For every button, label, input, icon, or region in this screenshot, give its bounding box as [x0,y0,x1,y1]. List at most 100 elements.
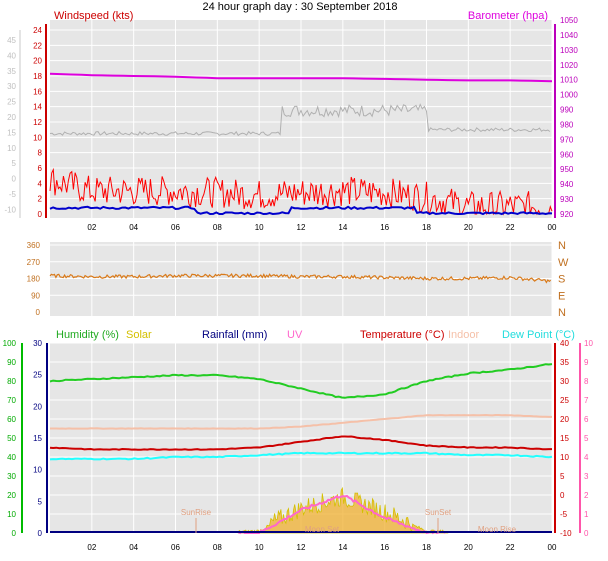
temp-tick: 10 [560,453,569,462]
temp-tick: -5 [560,510,568,519]
x-tick-label: 00 [548,543,557,552]
x-tick-label: 04 [129,223,138,232]
baro-tick: 1030 [560,46,578,55]
x-tick-label: 00 [548,223,557,232]
wind-outer-tick: -5 [9,190,17,199]
x-tick-label: 02 [87,223,96,232]
wind-inner-tick: 18 [33,72,42,81]
barometer-line [49,72,553,83]
x-tick-label: 22 [506,223,515,232]
temp-tick: 40 [560,339,569,348]
wind-outer-tick: 25 [7,98,16,107]
x-tick-label: 16 [380,223,389,232]
x-tick-label: 06 [171,543,180,552]
wind-series [49,72,553,216]
wind-outer-tick: 10 [7,144,16,153]
wind-inner-tick: 2 [38,195,43,204]
wind-outer-tick: 35 [7,67,16,76]
uv-tick: 6 [584,415,589,424]
rain-tick: 30 [33,339,42,348]
baro-tick: 1050 [560,16,578,25]
wind-inner-tick: 12 [33,118,42,127]
direction-tick: 270 [27,258,41,267]
x-tick-label: 22 [506,543,515,552]
lower-series [49,363,553,535]
chart-title: 24 hour graph day : 30 September 2018 [202,1,397,13]
x-tick-label: 20 [464,543,473,552]
direction-grid [50,242,553,316]
rainfall-label: Rainfall (mm) [202,329,267,341]
temp-tick: 5 [560,472,565,481]
wind-inner-tick: 4 [38,179,43,188]
x-tick-label: 10 [255,543,264,552]
humidity-label: Humidity (%) [56,329,119,341]
baro-tick: 990 [560,106,574,115]
wind-outer-tick: 45 [7,36,16,45]
wind-outer-tick: 30 [7,82,16,91]
x-tick-label: 06 [171,223,180,232]
x-tick-label: 20 [464,223,473,232]
wind-inner-tick: 10 [33,133,42,142]
wind-outer-tick: 40 [7,51,16,60]
wind-inner-tick: 20 [33,57,42,66]
uv-tick: 10 [584,339,593,348]
uv-tick: 3 [584,472,589,481]
baro-tick: 950 [560,165,574,174]
avg-wind-line [49,205,553,216]
grey-trace-line [49,103,551,137]
lower-ticks: 1009080706050403020100302520151050403530… [3,339,594,538]
temp-tick: 20 [560,415,569,424]
humidity-tick: 80 [7,377,16,386]
baro-tick: 1000 [560,91,578,100]
baro-tick: 940 [560,180,574,189]
compass-label: S [558,274,565,286]
uv-tick: 7 [584,396,589,405]
humidity-tick: 90 [7,358,16,367]
humidity-tick: 30 [7,472,16,481]
moonset-label: Moon Set [305,525,340,534]
barometer-label: Barometer (hpa) [468,10,548,22]
humidity-tick: 0 [12,529,17,538]
wind-inner-tick: 16 [33,87,42,96]
indoor-label: Indoor [448,329,480,341]
dewpoint-line [49,451,553,461]
uv-tick: 4 [584,453,589,462]
x-tick-label: 12 [297,543,306,552]
temp-tick: 15 [560,434,569,443]
x-tick-label: 10 [255,223,264,232]
wind-inner-tick: 22 [33,41,42,50]
sunset-label: SunSet [425,508,452,517]
humidity-line [49,363,553,399]
x-tick-label: 18 [422,543,431,552]
solar-label: Solar [126,329,152,341]
rain-tick: 25 [33,371,42,380]
baro-tick: 1040 [560,31,578,40]
moonrise-label: Moon Rise [478,525,517,534]
x-tick-label: 14 [338,543,347,552]
rain-tick: 0 [38,529,43,538]
direction-tick: 90 [31,291,40,300]
wind-inner-tick: 24 [33,26,42,35]
rain-tick: 5 [38,497,43,506]
baro-tick: 1010 [560,76,578,85]
windspeed-label: Windspeed (kts) [54,10,133,22]
temp-tick: 35 [560,358,569,367]
temp-tick: 0 [560,491,565,500]
uv-tick: 9 [584,358,589,367]
temperature-line [49,435,552,451]
windspeed-line [49,167,553,216]
uv-tick: 5 [584,434,589,443]
wind-outer-tick: 5 [12,159,17,168]
humidity-tick: 20 [7,491,16,500]
baro-tick: 980 [560,120,574,129]
temp-tick: 25 [560,396,569,405]
uv-tick: 2 [584,491,589,500]
wind-inner-tick: 8 [38,149,43,158]
compass-label: N [558,307,566,319]
x-tick-label: 16 [380,543,389,552]
direction-tick: 360 [27,241,41,250]
humidity-tick: 10 [7,510,16,519]
humidity-tick: 50 [7,434,16,443]
lower-grid: 02 04 06 08 10 12 14 16 18 20 22 00 [50,342,557,552]
